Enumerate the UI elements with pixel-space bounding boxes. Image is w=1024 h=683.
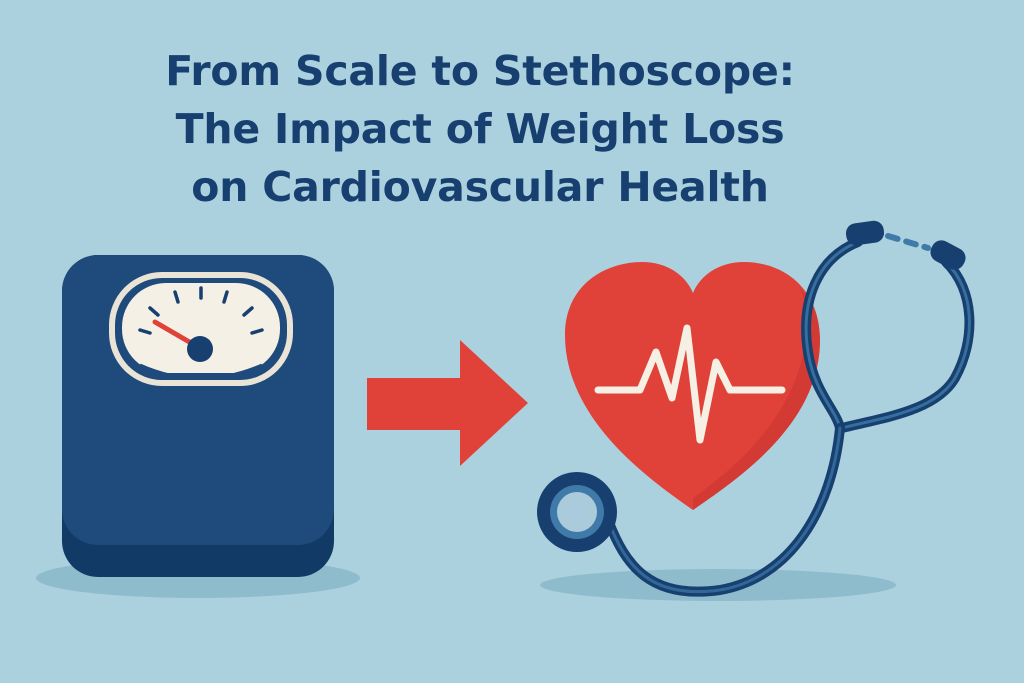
title-line-2: The Impact of Weight Loss bbox=[175, 105, 785, 153]
title-line-3: on Cardiovascular Health bbox=[191, 163, 769, 211]
left-earpiece bbox=[845, 220, 885, 246]
right-arrow-icon bbox=[367, 340, 528, 466]
page-title: From Scale to Stethoscope: The Impact of… bbox=[0, 42, 960, 216]
title-line-1: From Scale to Stethoscope: bbox=[165, 47, 795, 95]
scale-dial bbox=[109, 272, 293, 386]
dial-hub bbox=[187, 336, 213, 362]
stethoscope-icon bbox=[537, 220, 975, 597]
bathroom-scale-icon bbox=[36, 255, 360, 598]
heart-icon bbox=[565, 262, 820, 510]
heart-shadow bbox=[540, 569, 896, 601]
right-earpiece bbox=[930, 240, 966, 270]
heartbeat-line-icon bbox=[594, 324, 786, 444]
